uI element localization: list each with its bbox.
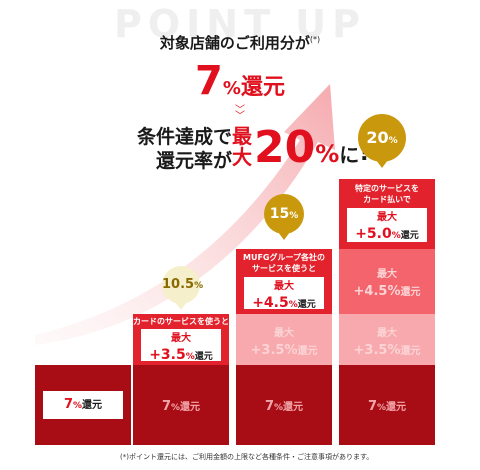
- column-3-bubble-tail: [278, 232, 290, 240]
- background-title: POINT UP: [114, 2, 366, 46]
- column-3-tier1: 最大 +3.5%還元: [236, 314, 332, 365]
- base-rate: 7%還元: [195, 58, 285, 104]
- chevron-down-icon: ﹀ ﹀: [235, 105, 245, 122]
- column-2-bubble-tail: [175, 302, 187, 310]
- column-1-base-label: 7%還元: [43, 391, 123, 419]
- column-4-tier3-desc: 特定のサービスを カード払いで: [355, 184, 419, 204]
- column-2-bubble: 10.5%: [162, 266, 203, 304]
- subtitle: 対象店舗のご利用分が(*): [159, 34, 321, 52]
- column-4-bubble: 20%: [358, 114, 406, 162]
- max-rate: 最大20%に!: [232, 122, 369, 173]
- column-3-bubble: 15%: [264, 194, 304, 234]
- column-2-base: 7%還元: [133, 365, 229, 445]
- column-3-tier2-desc: MUFGグループ各社の サービスを使うと: [242, 253, 325, 273]
- column-4-bubble-tail: [376, 160, 388, 168]
- subtitle-note: (*): [309, 35, 321, 44]
- column-3-base: 7%還元: [236, 365, 332, 445]
- column-4-tier2: 最大 +4.5%還元: [339, 249, 435, 314]
- column-4-tier1: 最大 +3.5%還元: [339, 314, 435, 365]
- column-2-tier1-box: 最大 +3.5%還元: [141, 329, 221, 363]
- column-3-tier2-box: 最大 +4.5%還元: [244, 277, 324, 311]
- condition-text: 条件達成で 還元率が: [136, 126, 232, 172]
- column-2-tier1-desc: カードのサービスを使うと: [133, 317, 229, 326]
- footnote: (*)ポイント還元には、ご利用金額の上限など各種条件・ご注意事項があります。: [120, 453, 374, 461]
- column-4-tier3-box: 最大 +5.0%還元: [347, 208, 427, 242]
- column-4-base: 7%還元: [339, 365, 435, 445]
- max-kanji: 最大: [232, 124, 252, 169]
